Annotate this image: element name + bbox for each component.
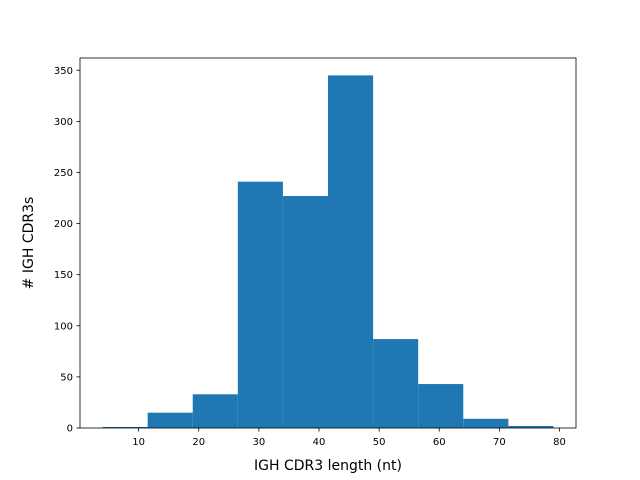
- y-tick-label: 100: [54, 321, 73, 332]
- y-tick-label: 50: [60, 372, 73, 383]
- histogram-bar: [418, 384, 464, 428]
- x-axis-label: IGH CDR3 length (nt): [254, 458, 402, 474]
- y-tick-label: 250: [54, 168, 73, 179]
- histogram-bar: [328, 75, 374, 428]
- x-tick-label: 60: [433, 437, 446, 448]
- y-axis-ticks: 0 50 100 150 200 250 300 350: [54, 66, 80, 435]
- y-tick-label: 0: [67, 424, 73, 435]
- plot-frame: [79, 57, 577, 429]
- y-tick-label: 150: [54, 270, 73, 281]
- x-tick-label: 10: [132, 437, 145, 448]
- x-tick-label: 50: [373, 437, 386, 448]
- histogram-bar: [147, 412, 193, 428]
- y-tick-label: 300: [54, 117, 73, 128]
- histogram-bar: [282, 195, 328, 428]
- x-tick-label: 70: [493, 437, 506, 448]
- histogram-bar: [237, 181, 283, 428]
- histogram-bar: [463, 418, 509, 428]
- y-axis-label: # IGH CDR3s: [21, 197, 37, 290]
- x-tick-label: 80: [553, 437, 566, 448]
- histogram-bar: [373, 339, 419, 428]
- y-tick-label: 200: [54, 219, 73, 230]
- y-tick-label: 350: [54, 66, 73, 77]
- bars-group: [102, 75, 554, 428]
- x-axis-ticks: 10 20 30 40 50 60 70 80: [132, 428, 566, 448]
- x-tick-label: 20: [192, 437, 205, 448]
- histogram-bar: [192, 394, 238, 428]
- histogram-bar: [508, 425, 554, 428]
- x-tick-label: 30: [252, 437, 265, 448]
- histogram-bar: [102, 426, 148, 428]
- x-tick-label: 40: [313, 437, 326, 448]
